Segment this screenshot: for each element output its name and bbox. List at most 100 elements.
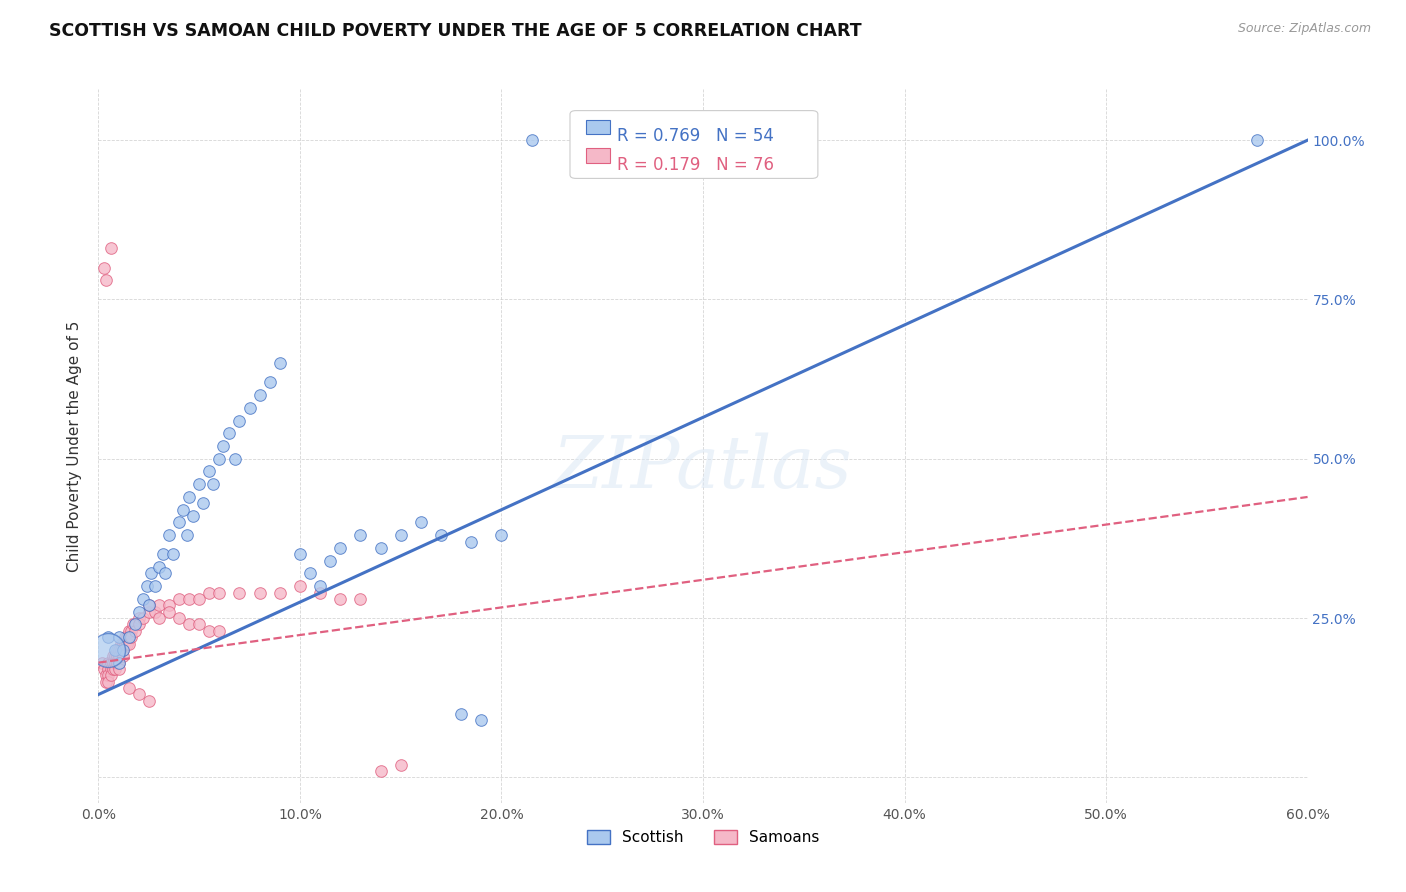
Point	[97, 643, 120, 657]
Point	[208, 624, 231, 638]
Point	[128, 617, 150, 632]
Point	[103, 656, 125, 670]
Point	[370, 541, 392, 555]
Point	[349, 528, 371, 542]
Bar	[586, 148, 610, 162]
Point	[101, 662, 124, 676]
Point	[181, 509, 204, 524]
Point	[97, 674, 120, 689]
Point	[139, 566, 162, 581]
Point	[124, 617, 146, 632]
Text: ZIPatlas: ZIPatlas	[553, 432, 853, 503]
Point	[179, 591, 201, 606]
Point	[138, 599, 160, 613]
Point	[370, 764, 392, 778]
Point	[153, 566, 176, 581]
Point	[96, 674, 118, 689]
Point	[100, 662, 122, 676]
Point	[143, 605, 166, 619]
Y-axis label: Child Poverty Under the Age of 5: Child Poverty Under the Age of 5	[67, 320, 83, 572]
Point	[110, 643, 132, 657]
Point	[100, 242, 122, 256]
Point	[167, 591, 190, 606]
Point	[309, 585, 332, 599]
Point	[224, 451, 246, 466]
Point	[124, 624, 146, 638]
Point	[329, 591, 352, 606]
Point	[208, 585, 231, 599]
Point	[208, 451, 231, 466]
Point	[148, 611, 170, 625]
Point	[128, 688, 150, 702]
Point	[111, 636, 134, 650]
Point	[97, 656, 120, 670]
Point	[93, 662, 115, 676]
Point	[100, 668, 122, 682]
Point	[179, 490, 201, 504]
Point	[118, 636, 141, 650]
Point	[288, 579, 311, 593]
Point	[107, 656, 129, 670]
Point	[138, 694, 160, 708]
Point	[389, 528, 412, 542]
Point	[239, 401, 262, 415]
Point	[107, 643, 129, 657]
Point	[100, 656, 122, 670]
Point	[107, 649, 129, 664]
Point	[470, 713, 492, 727]
Point	[460, 534, 482, 549]
Point	[319, 554, 342, 568]
Point	[143, 579, 166, 593]
Point	[228, 585, 250, 599]
FancyBboxPatch shape	[569, 111, 818, 178]
Point	[269, 585, 291, 599]
Point	[218, 426, 240, 441]
Point	[105, 656, 128, 670]
Point	[115, 630, 138, 644]
Point	[188, 617, 211, 632]
Point	[269, 356, 291, 370]
Point	[103, 662, 125, 676]
Point	[349, 591, 371, 606]
Point	[148, 560, 170, 574]
Point	[91, 656, 114, 670]
Point	[249, 585, 271, 599]
Point	[172, 502, 194, 516]
Point	[772, 133, 794, 147]
Point	[309, 579, 332, 593]
Point	[105, 649, 128, 664]
Point	[118, 630, 141, 644]
Point	[157, 599, 180, 613]
Point	[152, 547, 174, 561]
Point	[188, 477, 211, 491]
Point	[124, 617, 146, 632]
Point	[167, 611, 190, 625]
Point	[118, 681, 141, 695]
Point	[96, 668, 118, 682]
Point	[103, 649, 125, 664]
Point	[198, 624, 221, 638]
Point	[167, 516, 190, 530]
Point	[107, 656, 129, 670]
Point	[288, 547, 311, 561]
Point	[299, 566, 322, 581]
Point	[128, 605, 150, 619]
Point	[114, 636, 136, 650]
Text: Source: ZipAtlas.com: Source: ZipAtlas.com	[1237, 22, 1371, 36]
Point	[115, 636, 138, 650]
Text: R = 0.769   N = 54: R = 0.769 N = 54	[617, 127, 775, 145]
Text: SCOTTISH VS SAMOAN CHILD POVERTY UNDER THE AGE OF 5 CORRELATION CHART: SCOTTISH VS SAMOAN CHILD POVERTY UNDER T…	[49, 22, 862, 40]
Point	[329, 541, 352, 555]
Point	[138, 605, 160, 619]
Point	[103, 643, 125, 657]
Point	[118, 630, 141, 644]
Point	[132, 591, 155, 606]
Point	[111, 649, 134, 664]
Point	[450, 706, 472, 721]
Point	[491, 528, 513, 542]
Legend: Scottish, Samoans: Scottish, Samoans	[586, 830, 820, 845]
Point	[198, 465, 221, 479]
Point	[97, 668, 120, 682]
Point	[118, 624, 141, 638]
Point	[114, 630, 136, 644]
